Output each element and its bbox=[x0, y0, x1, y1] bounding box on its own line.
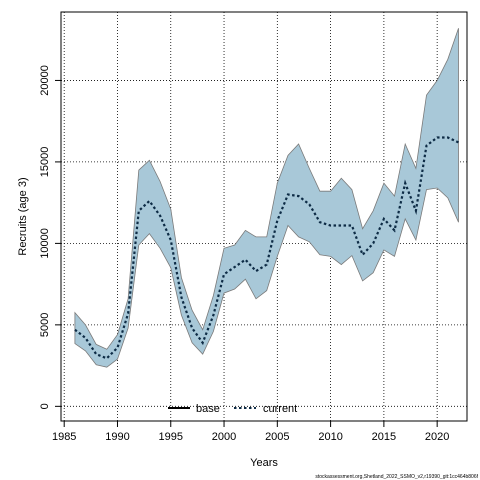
series-lines bbox=[74, 136, 459, 360]
y-axis: 0 5000 10000 15000 20000 bbox=[39, 65, 61, 409]
series-line-current bbox=[74, 136, 459, 360]
footnote-source: stockassessment.org,Shetland_2022_SSMO_v… bbox=[315, 474, 478, 480]
y-tick-label-10000: 10000 bbox=[39, 228, 51, 259]
x-tick-label-2020: 2020 bbox=[425, 431, 449, 443]
plot-frame bbox=[60, 11, 468, 422]
confidence-band bbox=[74, 28, 459, 368]
y-tick-label-15000: 15000 bbox=[39, 147, 51, 178]
y-tick-label-20000: 20000 bbox=[39, 65, 51, 96]
x-tick-label-2010: 2010 bbox=[318, 431, 342, 443]
legend-label-current: current bbox=[263, 403, 297, 415]
x-tick-label-2005: 2005 bbox=[265, 431, 289, 443]
x-tick-label-1985: 1985 bbox=[52, 431, 76, 443]
confidence-band-area bbox=[74, 28, 459, 368]
x-axis-title: Years bbox=[250, 457, 278, 469]
x-tick-label-1990: 1990 bbox=[105, 431, 129, 443]
y-axis-title: Recruits (age 3) bbox=[17, 177, 29, 255]
x-tick-label-2000: 2000 bbox=[212, 431, 236, 443]
x-tick-label-2015: 2015 bbox=[372, 431, 396, 443]
legend-label-base: base bbox=[196, 403, 220, 415]
y-tick-label-0: 0 bbox=[39, 403, 51, 409]
x-axis: 1985 1990 1995 2000 2005 2010 2015 2020 bbox=[52, 421, 449, 443]
y-tick-label-5000: 5000 bbox=[39, 313, 51, 337]
x-tick-label-1995: 1995 bbox=[159, 431, 183, 443]
legend: base current bbox=[168, 403, 297, 415]
